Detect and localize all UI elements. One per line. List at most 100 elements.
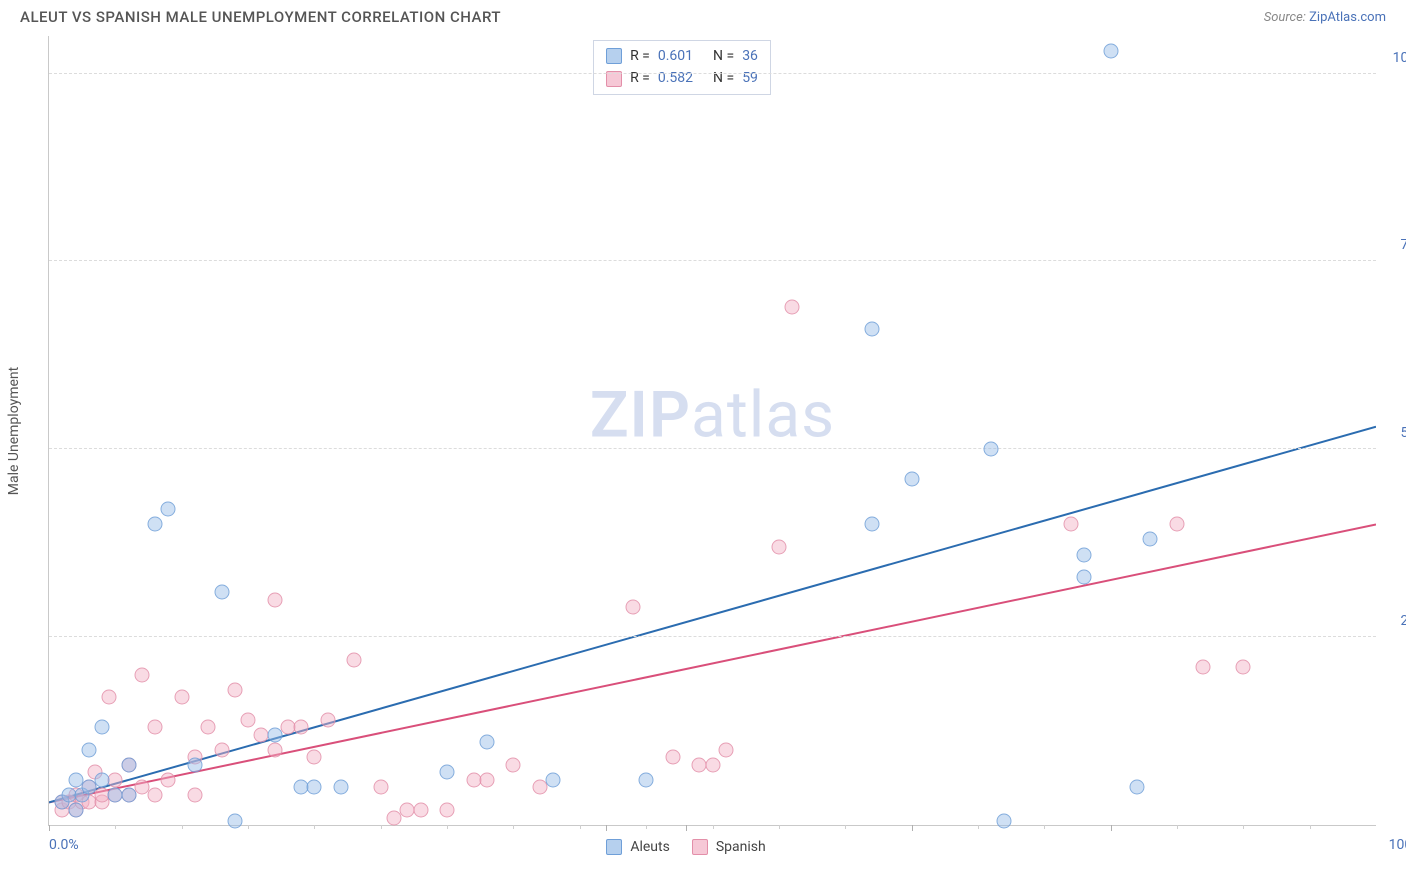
stat-r-label: R = — [630, 67, 650, 89]
x-tick-minor — [381, 825, 382, 829]
x-tick-minor — [115, 825, 116, 829]
stat-r-spanish: 0.582 — [658, 67, 693, 89]
scatter-point-spanish — [1196, 660, 1211, 675]
x-tick-minor — [1177, 825, 1178, 829]
gridline-h — [49, 636, 1376, 637]
x-tick-minor — [713, 825, 714, 829]
scatter-point-aleuts — [161, 502, 176, 517]
scatter-point-spanish — [241, 712, 256, 727]
scatter-point-spanish — [101, 690, 116, 705]
scatter-point-spanish — [413, 802, 428, 817]
source-link[interactable]: ZipAtlas.com — [1309, 10, 1386, 25]
stat-n-label: N = — [713, 45, 734, 67]
x-tick-minor — [978, 825, 979, 829]
scatter-point-aleuts — [997, 814, 1012, 829]
series-legend: Aleuts Spanish — [606, 839, 765, 855]
stats-legend-box: R = 0.601 N = 36 R = 0.582 N = 59 — [593, 40, 771, 95]
x-tick-minor — [646, 825, 647, 829]
scatter-point-spanish — [320, 712, 335, 727]
x-tick-minor — [779, 825, 780, 829]
scatter-point-spanish — [134, 667, 149, 682]
scatter-point-spanish — [148, 787, 163, 802]
source-prefix: Source: — [1264, 10, 1309, 25]
scatter-point-aleuts — [227, 814, 242, 829]
legend-item-aleuts: Aleuts — [606, 839, 669, 855]
scatter-point-aleuts — [148, 517, 163, 532]
x-tick-minor — [1243, 825, 1244, 829]
stat-n-label: N = — [713, 67, 734, 89]
y-tick-label: 50.0% — [1400, 425, 1406, 441]
x-tick-100: 100.0% — [1389, 837, 1406, 853]
legend-item-spanish: Spanish — [692, 839, 766, 855]
scatter-point-spanish — [214, 742, 229, 757]
x-tick-major — [606, 825, 607, 831]
scatter-point-spanish — [174, 690, 189, 705]
chart-container: Male Unemployment ZIPatlas R = 0.601 N =… — [48, 36, 1376, 826]
x-tick-minor — [1044, 825, 1045, 829]
x-tick-minor — [248, 825, 249, 829]
scatter-point-spanish — [1236, 660, 1251, 675]
gridline-h — [49, 448, 1376, 449]
scatter-point-aleuts — [546, 772, 561, 787]
scatter-point-spanish — [506, 757, 521, 772]
legend-label-aleuts: Aleuts — [630, 839, 669, 855]
y-tick-label: 75.0% — [1400, 237, 1406, 253]
scatter-point-aleuts — [267, 727, 282, 742]
x-tick-minor — [580, 825, 581, 829]
scatter-point-spanish — [665, 750, 680, 765]
stat-n-spanish: 59 — [742, 67, 758, 89]
watermark-zip: ZIP — [590, 377, 691, 452]
scatter-point-spanish — [267, 592, 282, 607]
gridline-h — [49, 73, 1376, 74]
scatter-point-aleuts — [214, 585, 229, 600]
scatter-point-spanish — [267, 742, 282, 757]
source-attribution: Source: ZipAtlas.com — [1264, 10, 1386, 25]
x-tick-minor — [447, 825, 448, 829]
scatter-point-aleuts — [121, 757, 136, 772]
plot-area: ZIPatlas R = 0.601 N = 36 R = 0.582 N = … — [48, 36, 1376, 826]
legend-label-spanish: Spanish — [716, 839, 766, 855]
scatter-point-aleuts — [479, 735, 494, 750]
scatter-point-spanish — [1063, 517, 1078, 532]
x-tick-minor — [314, 825, 315, 829]
scatter-point-aleuts — [187, 757, 202, 772]
scatter-point-spanish — [148, 720, 163, 735]
scatter-point-aleuts — [1130, 780, 1145, 795]
scatter-point-spanish — [1169, 517, 1184, 532]
x-tick-minor — [513, 825, 514, 829]
scatter-point-aleuts — [307, 780, 322, 795]
x-tick-major — [912, 825, 913, 831]
x-tick-minor — [182, 825, 183, 829]
stat-r-aleuts: 0.601 — [658, 45, 693, 67]
scatter-point-aleuts — [984, 442, 999, 457]
x-tick-major — [49, 825, 50, 831]
trend-lines — [49, 36, 1376, 825]
scatter-point-spanish — [373, 780, 388, 795]
watermark-atlas: atlas — [691, 377, 835, 452]
scatter-point-aleuts — [1103, 44, 1118, 59]
stats-row-spanish: R = 0.582 N = 59 — [606, 67, 758, 89]
scatter-point-spanish — [771, 539, 786, 554]
scatter-point-spanish — [479, 772, 494, 787]
scatter-point-aleuts — [1077, 570, 1092, 585]
scatter-point-aleuts — [68, 802, 83, 817]
x-tick-major — [686, 825, 687, 831]
scatter-point-aleuts — [904, 472, 919, 487]
scatter-point-aleuts — [864, 517, 879, 532]
x-tick-minor — [845, 825, 846, 829]
scatter-point-spanish — [347, 652, 362, 667]
scatter-point-spanish — [705, 757, 720, 772]
scatter-point-spanish — [201, 720, 216, 735]
scatter-point-spanish — [718, 742, 733, 757]
scatter-point-spanish — [227, 682, 242, 697]
stat-r-label: R = — [630, 45, 650, 67]
scatter-point-spanish — [294, 720, 309, 735]
y-tick-label: 25.0% — [1400, 613, 1406, 629]
watermark: ZIPatlas — [590, 377, 835, 452]
scatter-point-aleuts — [95, 772, 110, 787]
stats-row-aleuts: R = 0.601 N = 36 — [606, 45, 758, 67]
scatter-point-aleuts — [1143, 532, 1158, 547]
trend-line — [49, 427, 1376, 803]
scatter-point-aleuts — [95, 720, 110, 735]
scatter-point-spanish — [108, 772, 123, 787]
